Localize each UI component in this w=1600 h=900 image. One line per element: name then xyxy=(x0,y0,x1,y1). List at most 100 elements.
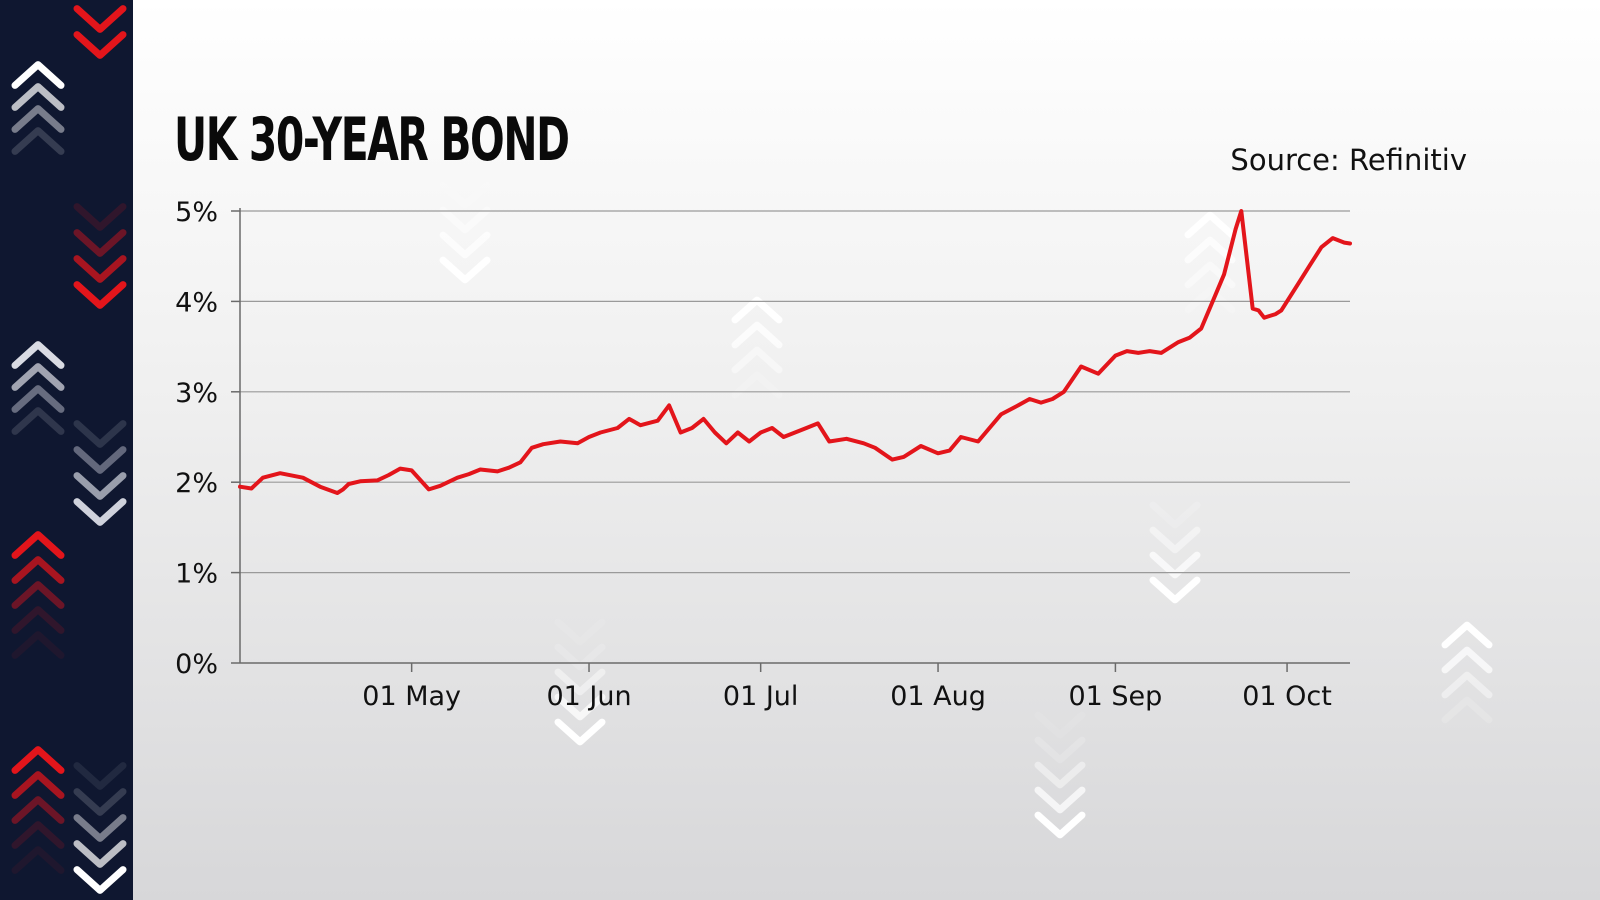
x-tick-label: 01 Oct xyxy=(1242,681,1332,712)
data-point xyxy=(541,442,545,446)
x-tick-label: 01 May xyxy=(362,681,461,712)
data-point xyxy=(341,487,345,491)
data-point xyxy=(507,466,511,470)
data-point xyxy=(1159,351,1163,355)
data-point xyxy=(518,460,523,464)
data-point xyxy=(1251,307,1255,311)
y-tick-label: 5% xyxy=(175,197,218,228)
data-point xyxy=(1222,272,1226,276)
data-point xyxy=(1348,241,1352,246)
data-point xyxy=(782,435,786,439)
data-point xyxy=(1039,401,1043,405)
gridlines xyxy=(240,210,1350,574)
data-point xyxy=(713,430,717,435)
data-point xyxy=(679,430,683,435)
data-point xyxy=(1256,308,1261,312)
x-tick-label: 01 Jul xyxy=(723,681,799,712)
data-point xyxy=(638,423,643,427)
data-point xyxy=(467,472,471,476)
x-tick-label: 01 Sep xyxy=(1068,681,1162,712)
data-point xyxy=(667,403,671,407)
data-point xyxy=(844,437,849,441)
data-point xyxy=(947,449,952,453)
data-point xyxy=(261,476,265,480)
data-point xyxy=(1136,351,1140,355)
series-line xyxy=(238,209,1352,495)
chart-title: UK 30-YEAR BOND xyxy=(174,105,570,175)
y-tick-label: 1% xyxy=(175,559,218,590)
chart-source: Source: Refinitiv xyxy=(1230,143,1467,177)
data-point xyxy=(1096,372,1100,376)
x-tick-label: 01 Jun xyxy=(546,681,631,712)
data-point xyxy=(1308,263,1312,267)
data-point xyxy=(238,485,242,489)
data-point xyxy=(959,435,963,439)
data-point xyxy=(278,471,282,475)
data-point xyxy=(1199,326,1203,331)
data-point xyxy=(438,484,442,488)
data-point xyxy=(1188,336,1192,340)
y-tick-label: 0% xyxy=(175,649,218,680)
data-point xyxy=(804,426,809,430)
data-point xyxy=(701,417,706,421)
data-point xyxy=(1113,354,1117,358)
data-point xyxy=(1274,312,1278,316)
data-point xyxy=(1148,349,1152,353)
data-point xyxy=(827,439,831,444)
y-tick-label: 3% xyxy=(175,378,218,409)
data-point xyxy=(1050,397,1055,401)
data-point xyxy=(1268,314,1272,318)
data-point xyxy=(347,482,351,486)
data-point xyxy=(627,417,631,421)
data-point xyxy=(398,467,402,471)
data-point xyxy=(936,451,940,455)
data-point xyxy=(1342,241,1346,245)
data-point xyxy=(1279,308,1283,312)
x-axis-ticks: 01 May 01 Jun 01 Jul 01 Aug 01 Sep 01 Oct xyxy=(362,663,1332,712)
data-point xyxy=(873,446,877,450)
data-point xyxy=(890,458,894,462)
data-point xyxy=(587,435,591,439)
data-point xyxy=(301,476,305,480)
x-tick-label: 01 Aug xyxy=(890,681,986,712)
data-point xyxy=(976,439,980,444)
data-point xyxy=(1211,299,1215,303)
data-point xyxy=(598,430,603,435)
data-point xyxy=(576,441,580,445)
data-point xyxy=(1176,340,1180,344)
data-point xyxy=(1125,349,1129,353)
data-point xyxy=(387,473,391,477)
data-point xyxy=(1319,245,1323,249)
data-point xyxy=(736,430,740,435)
data-point xyxy=(478,467,482,472)
y-axis-ticks: 0% 1% 2% 3% 4% 5% xyxy=(175,197,240,680)
data-point xyxy=(1262,316,1266,320)
data-point xyxy=(1062,390,1066,394)
data-point xyxy=(747,439,751,444)
data-point xyxy=(410,468,414,472)
data-point xyxy=(793,430,797,435)
data-point xyxy=(816,421,820,425)
y-tick-label: 4% xyxy=(175,287,218,318)
data-point xyxy=(318,485,322,489)
data-point xyxy=(358,479,362,483)
data-point xyxy=(1234,227,1238,231)
data-point xyxy=(1079,364,1083,369)
series-layer xyxy=(238,209,1352,495)
data-point xyxy=(902,455,906,459)
data-point xyxy=(690,426,694,430)
data-point xyxy=(1331,236,1335,240)
data-point xyxy=(249,486,253,491)
data-point xyxy=(375,478,379,482)
data-point xyxy=(656,419,660,423)
data-point xyxy=(759,430,763,435)
data-point xyxy=(616,426,620,430)
data-point xyxy=(987,426,992,430)
axes xyxy=(239,208,1350,664)
data-point xyxy=(1296,281,1301,285)
y-tick-label: 2% xyxy=(175,468,218,499)
data-point xyxy=(999,412,1003,416)
data-point xyxy=(770,426,774,430)
data-point xyxy=(1028,397,1032,401)
